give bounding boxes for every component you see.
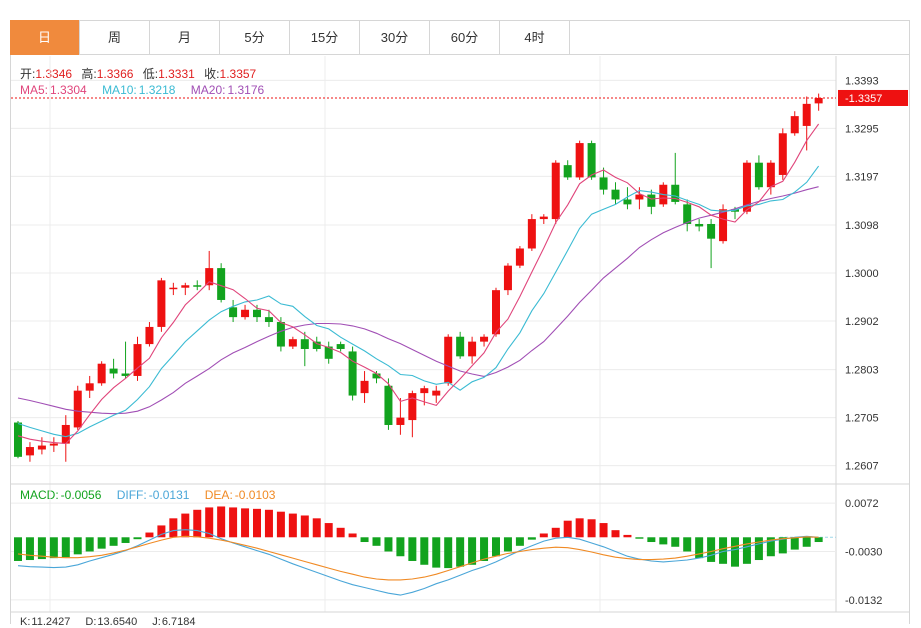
- macd-label: MACD:: [20, 488, 59, 502]
- dea-label: DEA:: [204, 488, 233, 502]
- d-value: 13.6540: [97, 616, 138, 628]
- ma5-value: 1.3304: [50, 83, 87, 97]
- d-label: D:: [85, 616, 97, 628]
- ma10-label: MA10:: [102, 83, 137, 97]
- low-label: 低:: [142, 67, 159, 81]
- j-value: 6.7184: [161, 616, 196, 628]
- macd-value: -0.0056: [60, 488, 102, 502]
- diff-value: -0.0131: [148, 488, 190, 502]
- tab-6[interactable]: 60分: [430, 20, 500, 55]
- chart-frame: [10, 20, 910, 624]
- low-value: 1.3331: [158, 67, 195, 81]
- tab-7[interactable]: 4时: [500, 20, 570, 55]
- ma10-value: 1.3218: [138, 83, 176, 97]
- dea-value: -0.0103: [234, 488, 276, 502]
- tab-4[interactable]: 15分: [290, 20, 360, 55]
- close-label: 收:: [204, 67, 220, 81]
- kdj-info: K:11.2427 D:13.6540 J:6.7184: [20, 616, 201, 628]
- open-label: 开:: [20, 67, 36, 81]
- macd-info: MACD: -0.0056 DIFF: -0.0131 DEA: -0.0103: [20, 488, 281, 502]
- j-label: J:: [152, 616, 161, 628]
- tab-3[interactable]: 5分: [220, 20, 290, 55]
- diff-label: DIFF:: [116, 488, 147, 502]
- ma20-value: 1.3176: [227, 83, 265, 97]
- tab-5[interactable]: 30分: [360, 20, 430, 55]
- period-tabs: 日周月 5分 15分 30分 60分 4时: [10, 20, 910, 55]
- tab-2[interactable]: 月: [150, 20, 220, 55]
- ma5-label: MA5:: [20, 83, 49, 97]
- close-value: 1.3357: [219, 67, 257, 81]
- open-value: 1.3346: [35, 67, 73, 81]
- high-label: 高:: [81, 67, 97, 81]
- high-value: 1.3366: [96, 67, 134, 81]
- ma20-label: MA20:: [190, 83, 226, 97]
- tab-0[interactable]: 日: [10, 20, 80, 55]
- k-value: 11.2427: [31, 616, 71, 628]
- ma-info: MA5: 1.3304 MA10: 1.3218 MA20: 1.3176: [20, 83, 270, 97]
- tab-1[interactable]: 周: [80, 20, 150, 55]
- ohlc-info: 开:1.3346 高:1.3366 低:1.3331 收:1.3357: [20, 65, 262, 82]
- k-label: K:: [20, 616, 31, 628]
